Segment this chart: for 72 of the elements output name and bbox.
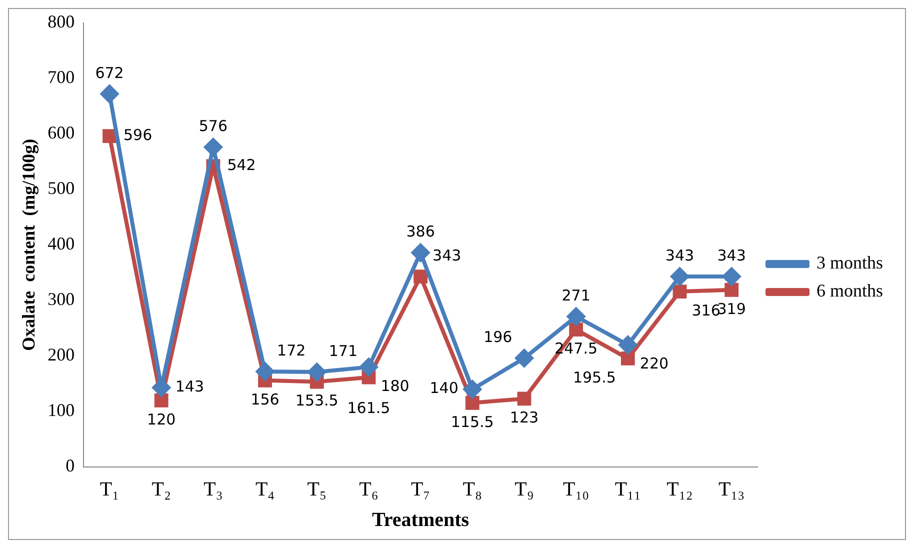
data-label: 120 [147,410,176,428]
data-label: 115.5 [450,412,494,431]
point [152,378,170,397]
y-tick-label: 600 [48,122,75,143]
point [154,393,168,408]
x-tick-label: T₉ [514,478,534,500]
data-label: 196 [484,328,512,346]
legend-label: 3 months [816,252,884,273]
point [308,363,326,382]
x-tick-label: T₇ [410,478,430,500]
x-tick-label: T₁₁ [614,478,641,500]
x-axis-title: Treatments [372,509,470,532]
data-label: 171 [328,342,358,360]
data-label: 153.5 [295,392,338,410]
data-label: 161.5 [347,399,390,418]
x-tick-label: T₁ [100,478,120,500]
point [465,396,480,410]
point [517,392,532,406]
point [100,84,119,103]
point [722,268,741,286]
y-tick-label: 200 [48,344,75,365]
data-label: 172 [277,341,306,360]
y-tick-label: 100 [48,400,75,420]
point [620,352,635,366]
x-tick-label: T₁₃ [718,478,745,500]
x-tick-label: T₄ [255,478,275,500]
data-label: 319 [717,300,746,318]
point [724,282,739,297]
data-label: 596 [124,126,152,144]
y-tick-label: 700 [48,67,75,88]
y-tick-label: 400 [48,234,75,254]
point [567,308,586,326]
point [204,138,222,156]
point [360,358,378,376]
data-label: 143 [175,377,204,396]
point [102,129,116,144]
data-label: 576 [198,117,228,136]
y-tick-label: 800 [48,12,75,32]
x-tick-label: T₃ [204,478,223,500]
data-label: 156 [250,390,280,408]
point [618,336,637,354]
data-label: 271 [562,286,590,304]
y-tick-label: 300 [48,289,75,310]
data-label: 343 [717,246,746,264]
data-label: 672 [95,64,124,82]
x-tick-label: T₆ [359,478,378,500]
y-tick-label: 500 [48,178,75,198]
data-label: 220 [640,354,669,373]
legend-label: 6 months [816,280,884,301]
data-label: 386 [406,222,435,241]
data-label: 542 [227,156,256,174]
point [412,244,430,262]
data-label: 180 [380,376,410,395]
point [463,380,482,398]
data-label: 195.5 [572,368,616,386]
point [672,284,687,298]
x-tick-label: T₂ [152,478,171,500]
y-tick-label: 0 [66,456,75,476]
x-tick-label: T₁₂ [666,478,693,500]
data-label: 343 [432,246,462,264]
data-label: 140 [430,379,458,398]
x-tick-label: T₁₀ [562,478,590,500]
point [414,270,428,284]
data-label: 343 [665,246,694,264]
point [569,322,584,337]
point [670,268,689,286]
x-tick-label: T₅ [307,478,326,500]
point [256,362,274,380]
x-tick-label: T₈ [462,478,482,500]
point [515,349,534,368]
y-axis-title: Oxalate content (mg/100g) [18,138,38,351]
data-label: 123 [510,408,539,427]
